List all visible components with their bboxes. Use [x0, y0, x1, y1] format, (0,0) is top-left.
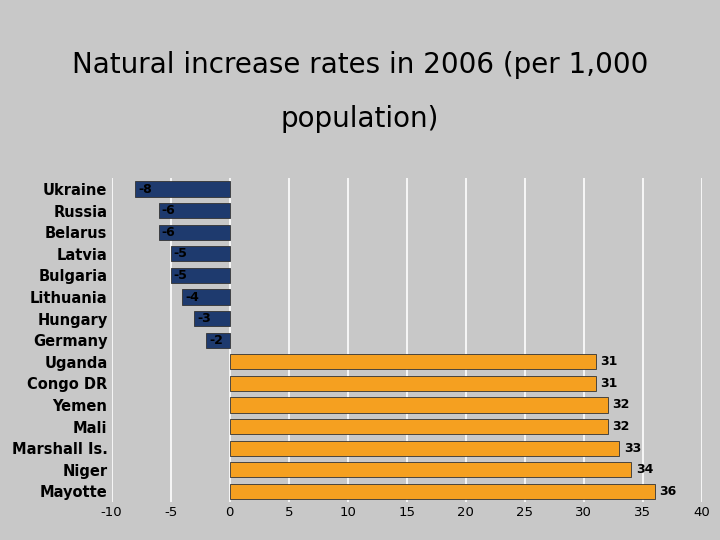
Bar: [159, 203, 230, 218]
Bar: [230, 462, 631, 477]
Bar: [230, 441, 619, 456]
Text: -6: -6: [162, 204, 176, 217]
Bar: [171, 246, 230, 261]
Text: 36: 36: [660, 485, 677, 498]
Bar: [206, 333, 230, 348]
Text: 31: 31: [600, 377, 618, 390]
Text: -5: -5: [174, 269, 187, 282]
Bar: [230, 484, 654, 499]
Text: 32: 32: [612, 420, 629, 433]
Text: -5: -5: [174, 247, 187, 260]
Text: -4: -4: [186, 291, 199, 303]
Bar: [230, 397, 608, 413]
Bar: [135, 181, 230, 197]
Bar: [230, 354, 595, 369]
Text: 31: 31: [600, 355, 618, 368]
Bar: [230, 419, 608, 434]
Text: -2: -2: [209, 334, 223, 347]
Text: 32: 32: [612, 399, 629, 411]
Text: -3: -3: [197, 312, 211, 325]
Text: 34: 34: [636, 463, 653, 476]
Text: Natural increase rates in 2006 (per 1,000: Natural increase rates in 2006 (per 1,00…: [72, 51, 648, 79]
Text: population): population): [281, 105, 439, 133]
Bar: [159, 225, 230, 240]
Text: -8: -8: [138, 183, 152, 195]
Bar: [230, 376, 595, 391]
Bar: [194, 311, 230, 326]
Text: -6: -6: [162, 226, 176, 239]
Bar: [171, 268, 230, 283]
Text: 33: 33: [624, 442, 642, 455]
Bar: [182, 289, 230, 305]
